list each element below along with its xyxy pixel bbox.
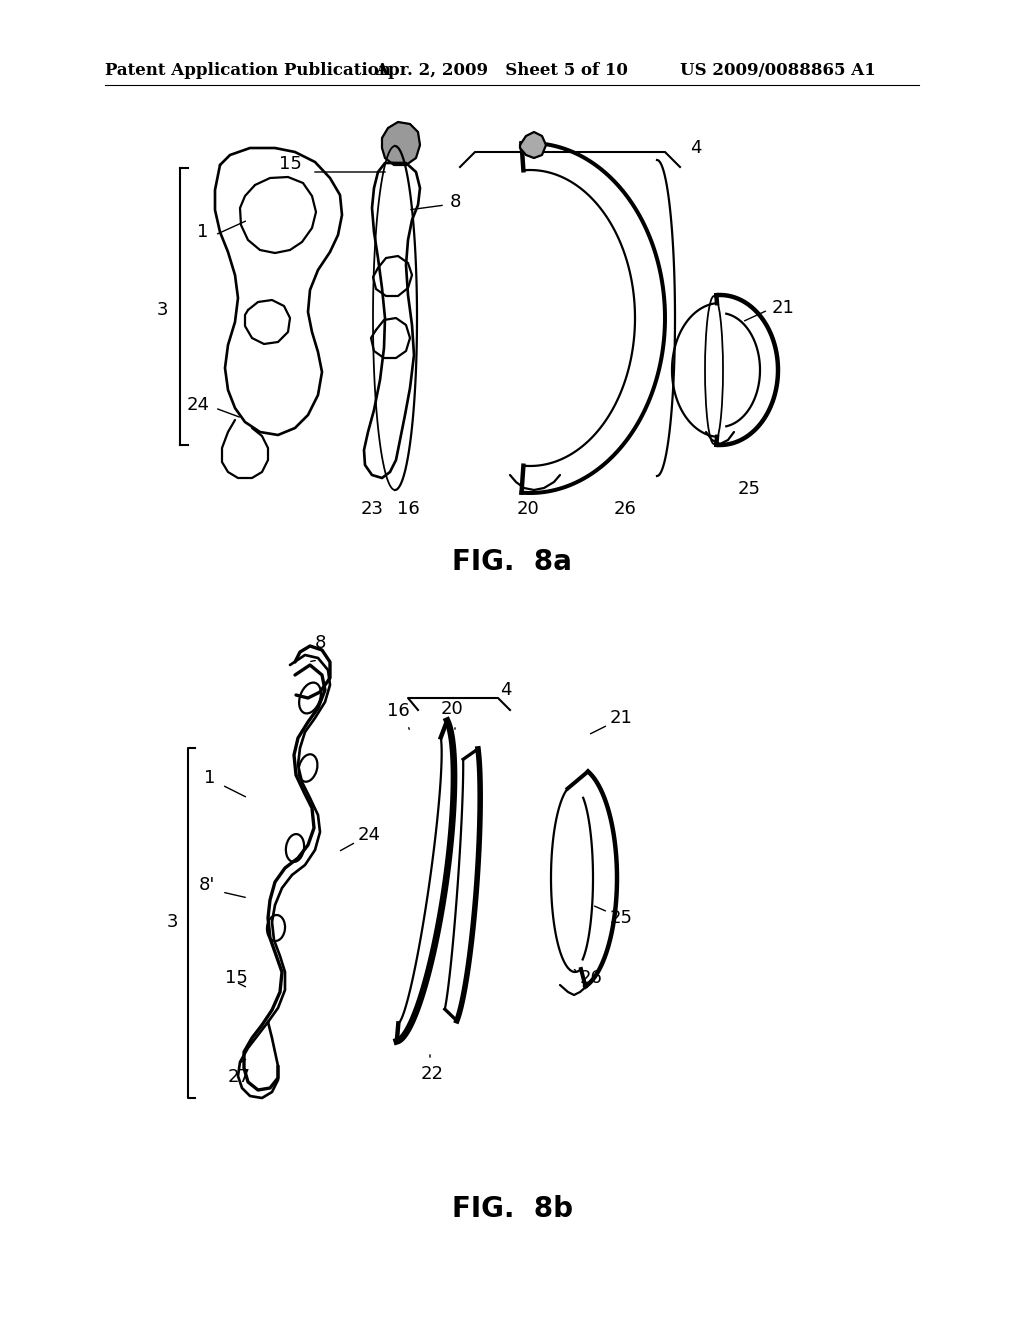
Text: 27: 27 — [228, 1068, 251, 1086]
Text: 26: 26 — [580, 969, 603, 987]
Text: 22: 22 — [421, 1065, 443, 1082]
Text: 24: 24 — [358, 826, 381, 843]
Text: 20: 20 — [517, 500, 540, 517]
Text: US 2009/0088865 A1: US 2009/0088865 A1 — [680, 62, 876, 79]
Text: 8: 8 — [314, 634, 326, 652]
Text: 16: 16 — [387, 702, 410, 719]
Text: 4: 4 — [500, 681, 512, 700]
Text: 21: 21 — [610, 709, 633, 727]
Text: 16: 16 — [396, 500, 420, 517]
Text: 8: 8 — [450, 193, 462, 211]
Text: Patent Application Publication: Patent Application Publication — [105, 62, 391, 79]
Text: 1: 1 — [197, 223, 208, 242]
Text: 25: 25 — [610, 909, 633, 927]
Text: 8': 8' — [199, 876, 215, 894]
Polygon shape — [520, 132, 546, 158]
Text: 20: 20 — [440, 700, 464, 718]
Text: 25: 25 — [738, 480, 761, 498]
Text: 3: 3 — [157, 301, 168, 319]
Text: FIG.  8b: FIG. 8b — [452, 1195, 572, 1224]
Text: 15: 15 — [280, 154, 302, 173]
Text: 26: 26 — [613, 500, 637, 517]
Text: 4: 4 — [690, 139, 701, 157]
Polygon shape — [382, 121, 420, 165]
Text: 1: 1 — [204, 770, 215, 787]
Text: 15: 15 — [225, 969, 248, 987]
Text: 23: 23 — [360, 500, 384, 517]
Text: FIG.  8a: FIG. 8a — [452, 548, 572, 576]
Text: 24: 24 — [187, 396, 210, 414]
Text: Apr. 2, 2009   Sheet 5 of 10: Apr. 2, 2009 Sheet 5 of 10 — [375, 62, 628, 79]
Text: 3: 3 — [167, 913, 178, 931]
Text: 21: 21 — [772, 300, 795, 317]
